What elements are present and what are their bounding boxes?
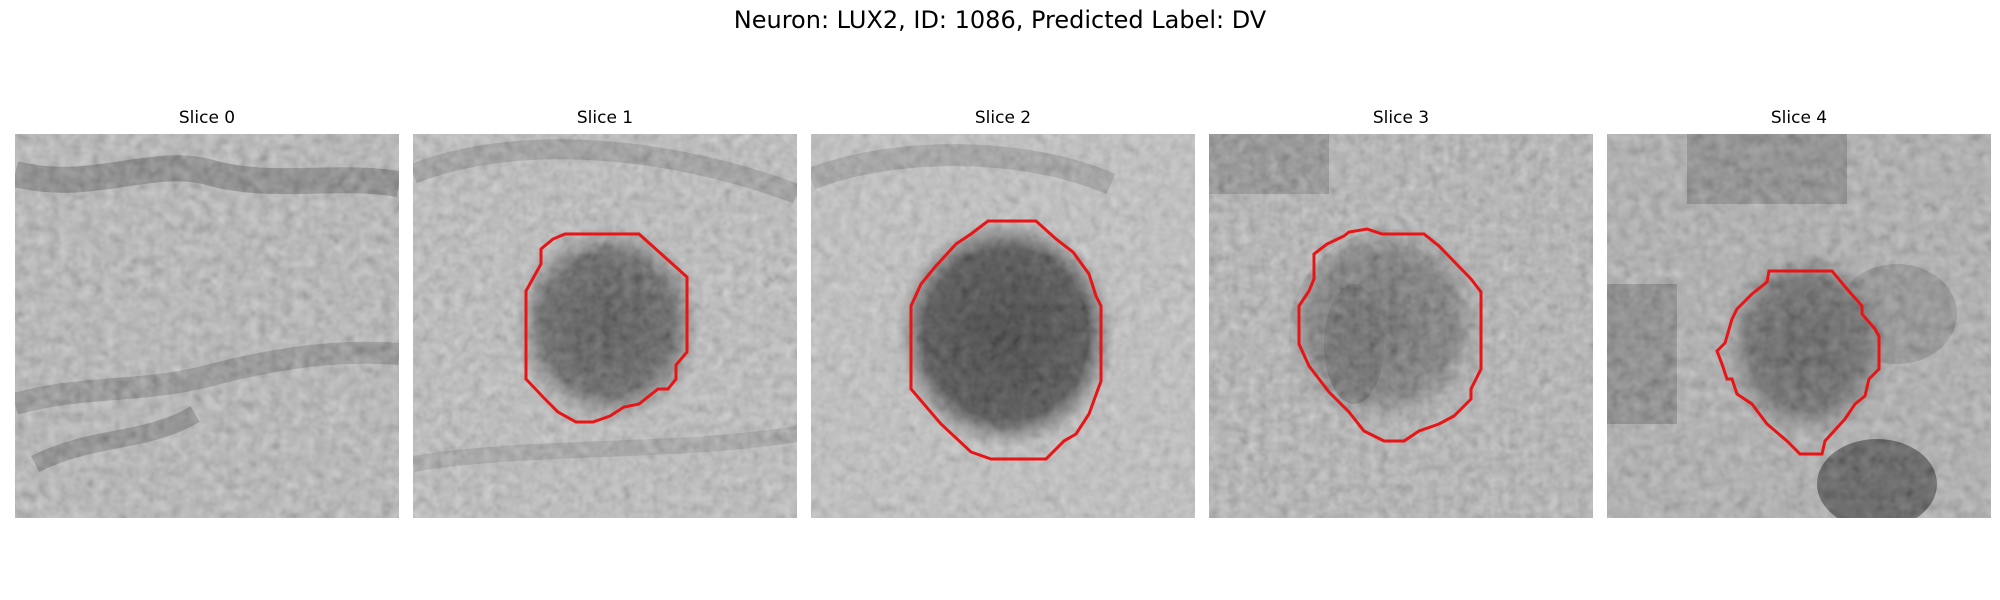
slice-title-2: Slice 2: [974, 108, 1032, 128]
contour-2: [909, 219, 1103, 461]
slice-title-0: Slice 0: [178, 108, 236, 128]
slice-title-3: Slice 3: [1372, 108, 1430, 128]
figure-title: Neuron: LUX2, ID: 1086, Predicted Label:…: [733, 6, 1267, 34]
slice-image-0: [15, 134, 399, 518]
slice-image-2: [811, 134, 1195, 518]
slice-image-4: [1607, 134, 1991, 518]
slice-title-1: Slice 1: [576, 108, 634, 128]
contour-1: [524, 232, 689, 424]
slice-image-1: [413, 134, 797, 518]
slice-image-3: [1209, 134, 1593, 518]
contour-4: [1715, 269, 1881, 456]
slice-title-4: Slice 4: [1770, 108, 1828, 128]
contour-3: [1297, 227, 1483, 443]
